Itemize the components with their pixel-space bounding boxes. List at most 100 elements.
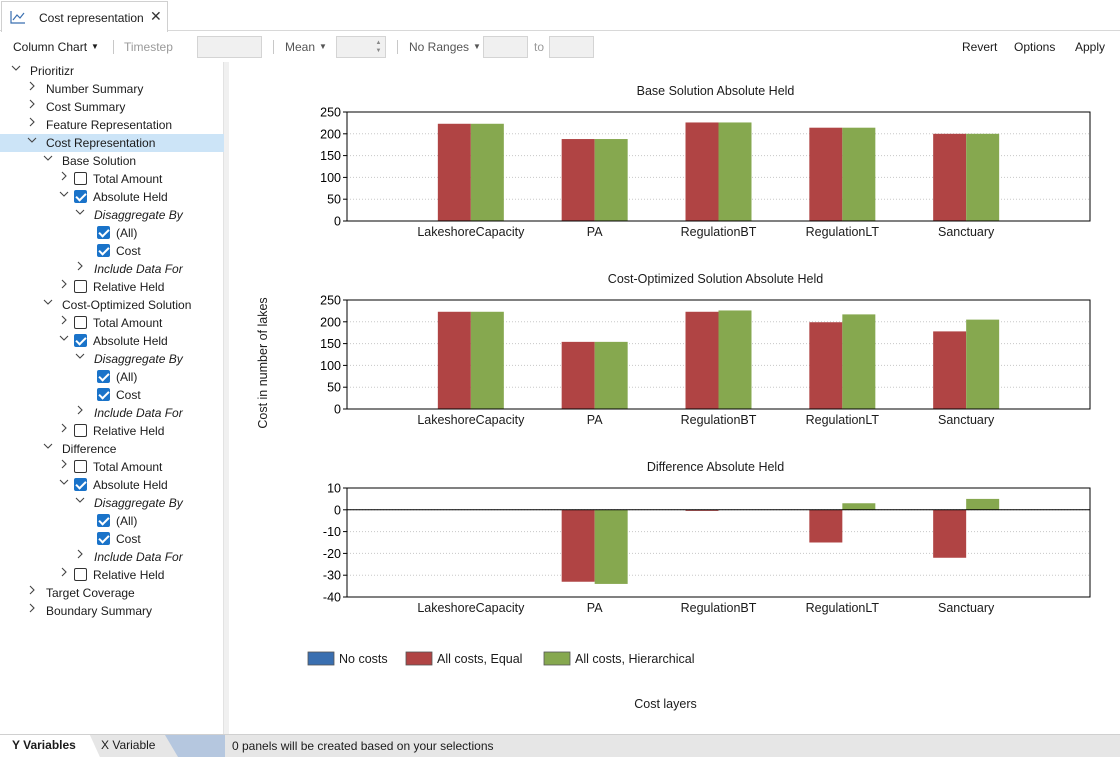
tree-item-base-solution[interactable]: Base Solution xyxy=(0,152,224,170)
chevron-down-icon[interactable] xyxy=(26,135,38,148)
tree-item-cost-optimized-solution[interactable]: Cost-Optimized Solution xyxy=(0,296,224,314)
tab-y-variables[interactable]: Y Variables xyxy=(12,738,76,752)
tree-item-label: Disaggregate By xyxy=(94,352,183,366)
checkbox-unchecked[interactable] xyxy=(74,568,87,581)
tree-item-include-data-for[interactable]: Include Data For xyxy=(0,548,224,566)
tree-item-all[interactable]: (All) xyxy=(0,224,224,242)
tree-item-number-summary[interactable]: Number Summary xyxy=(0,80,224,98)
tree-item-total-amount[interactable]: Total Amount xyxy=(0,170,224,188)
stat-stepper[interactable]: ▲ ▼ xyxy=(336,36,386,58)
chart-panel-title: Base Solution Absolute Held xyxy=(637,84,795,98)
chevron-right-icon[interactable] xyxy=(26,99,38,112)
tree-item-all[interactable]: (All) xyxy=(0,368,224,386)
timestep-input[interactable] xyxy=(197,36,262,58)
chevron-right-icon[interactable] xyxy=(58,423,70,436)
chevron-right-icon[interactable] xyxy=(58,171,70,184)
tree-item-cost-summary[interactable]: Cost Summary xyxy=(0,98,224,116)
checkbox-unchecked[interactable] xyxy=(74,424,87,437)
bar xyxy=(685,122,719,221)
chevron-right-icon[interactable] xyxy=(74,549,86,562)
tree-item-include-data-for[interactable]: Include Data For xyxy=(0,260,224,278)
tree-item-cost-representation[interactable]: Cost Representation xyxy=(0,134,224,152)
chevron-right-icon[interactable] xyxy=(58,279,70,292)
stat-dropdown[interactable]: Mean ▼ xyxy=(285,40,327,54)
chevron-down-icon[interactable] xyxy=(42,441,54,454)
tree-item-total-amount[interactable]: Total Amount xyxy=(0,314,224,332)
checkbox-checked[interactable] xyxy=(97,388,110,401)
chevron-down-icon: ▼ xyxy=(473,42,481,51)
tree-item-disaggregate-by[interactable]: Disaggregate By xyxy=(0,350,224,368)
chevron-down-icon[interactable] xyxy=(10,63,22,76)
tree-item-cost[interactable]: Cost xyxy=(0,386,224,404)
checkbox-checked[interactable] xyxy=(97,226,110,239)
checkbox-unchecked[interactable] xyxy=(74,172,87,185)
tree-item-relative-held[interactable]: Relative Held xyxy=(0,278,224,296)
checkbox-checked[interactable] xyxy=(97,244,110,257)
bar xyxy=(470,311,504,409)
tree-item-relative-held[interactable]: Relative Held xyxy=(0,566,224,584)
tree-item-all[interactable]: (All) xyxy=(0,512,224,530)
revert-button[interactable]: Revert xyxy=(962,40,998,54)
legend-label: All costs, Hierarchical xyxy=(575,652,694,666)
checkbox-unchecked[interactable] xyxy=(74,460,87,473)
chevron-right-icon[interactable] xyxy=(58,459,70,472)
y-tick-label: 10 xyxy=(327,482,341,496)
tree-item-feature-representation[interactable]: Feature Representation xyxy=(0,116,224,134)
checkbox-checked[interactable] xyxy=(74,478,87,491)
checkbox-unchecked[interactable] xyxy=(74,316,87,329)
tree-item-label: Total Amount xyxy=(93,172,163,186)
chevron-down-icon[interactable] xyxy=(58,333,70,346)
chevron-down-icon[interactable] xyxy=(74,495,86,508)
chevron-right-icon[interactable] xyxy=(26,81,38,94)
chevron-right-icon[interactable] xyxy=(26,585,38,598)
tree-item-prioritizr[interactable]: Prioritizr xyxy=(0,62,224,80)
tree-item-disaggregate-by[interactable]: Disaggregate By xyxy=(0,206,224,224)
tree-item-include-data-for[interactable]: Include Data For xyxy=(0,404,224,422)
checkbox-checked[interactable] xyxy=(97,532,110,545)
checkbox-unchecked[interactable] xyxy=(74,280,87,293)
panel-splitter[interactable] xyxy=(224,62,229,734)
checkbox-checked[interactable] xyxy=(74,334,87,347)
tree-item-disaggregate-by[interactable]: Disaggregate By xyxy=(0,494,224,512)
tree-item-absolute-held[interactable]: Absolute Held xyxy=(0,188,224,206)
tree-item-absolute-held[interactable]: Absolute Held xyxy=(0,476,224,494)
tab-x-variable[interactable]: X Variable xyxy=(101,738,156,752)
tree-item-label: Absolute Held xyxy=(93,190,168,204)
tree-item-cost[interactable]: Cost xyxy=(0,530,224,548)
chevron-right-icon[interactable] xyxy=(58,567,70,580)
chevron-down-icon[interactable] xyxy=(42,297,54,310)
tree-item-boundary-summary[interactable]: Boundary Summary xyxy=(0,602,224,620)
close-icon[interactable]: ✕ xyxy=(150,8,162,24)
chevron-down-icon[interactable] xyxy=(42,153,54,166)
spinner-arrows-icon[interactable]: ▲ ▼ xyxy=(375,40,382,54)
tree-item-relative-held[interactable]: Relative Held xyxy=(0,422,224,440)
tree-item-cost[interactable]: Cost xyxy=(0,242,224,260)
chart-type-dropdown[interactable]: Column Chart ▼ xyxy=(13,40,99,54)
chevron-down-icon[interactable] xyxy=(74,351,86,364)
chevron-down-icon[interactable] xyxy=(58,477,70,490)
chevron-down-icon: ▼ xyxy=(91,42,99,51)
chevron-right-icon[interactable] xyxy=(58,315,70,328)
chevron-right-icon[interactable] xyxy=(26,117,38,130)
tree-item-target-coverage[interactable]: Target Coverage xyxy=(0,584,224,602)
chevron-right-icon[interactable] xyxy=(26,603,38,616)
checkbox-checked[interactable] xyxy=(97,514,110,527)
variables-tree: Prioritizr Number Summary Cost Summary Feat… xyxy=(0,62,224,734)
checkbox-checked[interactable] xyxy=(97,370,110,383)
chevron-right-icon[interactable] xyxy=(74,405,86,418)
tree-item-label: Relative Held xyxy=(93,280,165,294)
options-button[interactable]: Options xyxy=(1014,40,1056,54)
apply-button[interactable]: Apply xyxy=(1075,40,1106,54)
tree-item-total-amount[interactable]: Total Amount xyxy=(0,458,224,476)
tree-item-label: Cost Summary xyxy=(46,100,126,114)
chevron-down-icon[interactable] xyxy=(58,189,70,202)
range-to-input[interactable] xyxy=(549,36,594,58)
checkbox-checked[interactable] xyxy=(74,190,87,203)
tab-cost-representation[interactable]: Cost representation ✕ xyxy=(1,1,168,32)
range-from-input[interactable] xyxy=(483,36,528,58)
tree-item-difference[interactable]: Difference xyxy=(0,440,224,458)
tree-item-absolute-held[interactable]: Absolute Held xyxy=(0,332,224,350)
ranges-dropdown[interactable]: No Ranges ▼ xyxy=(409,40,481,54)
chevron-down-icon[interactable] xyxy=(74,207,86,220)
chevron-right-icon[interactable] xyxy=(74,261,86,274)
